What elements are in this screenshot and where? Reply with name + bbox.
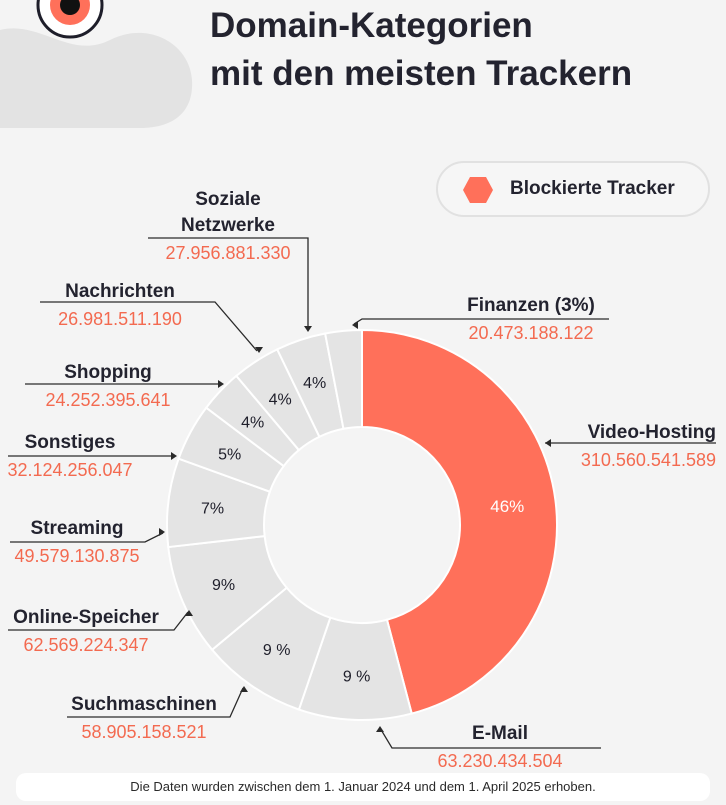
category-value: 58.905.158.521 (81, 722, 206, 742)
slice-label-video-hosting: Video-Hosting 310.560.541.589 (545, 422, 716, 470)
slice-label-sonstiges: Sonstiges 32.124.256.047 (7, 432, 177, 480)
slice-finanzen-3 (323, 328, 363, 430)
category-value: 310.560.541.589 (581, 450, 716, 470)
slice-percent-label: 5% (218, 446, 241, 463)
legend: Blockierte Tracker (436, 161, 710, 217)
arrow-head-icon (255, 347, 263, 353)
donut-chart: 46% Video-Hosting 310.560.541.589 9 % E-Mail… (7, 189, 716, 770)
slice-percent-label: 4% (269, 392, 292, 409)
slice-percent-label: 46% (490, 497, 524, 516)
category-name: Soziale (195, 189, 260, 210)
category-value: 62.569.224.347 (23, 635, 148, 655)
eye-cloud-illustration (0, 0, 193, 129)
slice-label-nachrichten: Nachrichten 26.981.511.190 (40, 281, 263, 353)
category-name: Shopping (64, 362, 152, 383)
arrow-head-icon (185, 610, 193, 616)
slice-label-shopping: Shopping 24.252.395.641 (25, 362, 224, 410)
title-line-1: Domain-Kategorien (210, 6, 533, 45)
leader-line (8, 611, 189, 631)
page-title: Domain-Kategorien mit den meisten Tracke… (210, 2, 632, 98)
arrow-head-icon (159, 528, 165, 536)
slice-percent-label: 7% (201, 500, 224, 517)
leader-line (67, 687, 244, 718)
slice-percent-label: 9% (212, 577, 235, 594)
slice-label-suchmaschinen: Suchmaschinen 58.905.158.521 (67, 686, 248, 742)
slice-percent-label: 9 % (263, 642, 291, 659)
slice-label-finanzen-3: Finanzen (3%) 20.473.188.122 (352, 295, 609, 343)
category-name: Suchmaschinen (71, 694, 217, 715)
category-name: Finanzen (3%) (467, 295, 595, 316)
arrow-head-icon (376, 726, 384, 732)
category-value: 49.579.130.875 (14, 546, 139, 566)
arrow-head-icon (304, 326, 312, 332)
category-value: 26.981.511.190 (58, 309, 182, 329)
legend-label: Blockierte Tracker (510, 178, 675, 199)
category-name: Streaming (31, 518, 124, 539)
category-name: Online-Speicher (13, 607, 159, 628)
title-line-2: mit den meisten Trackern (210, 54, 633, 93)
category-name: Video-Hosting (588, 422, 716, 443)
arrow-head-icon (171, 452, 177, 460)
slice-percent-label: 9 % (343, 668, 371, 685)
category-name: Sonstiges (25, 432, 116, 453)
arrow-head-icon (240, 686, 248, 692)
hexagon-icon (463, 177, 493, 203)
leader-line (40, 301, 258, 352)
slice-video-hosting (361, 328, 558, 715)
category-value: 20.473.188.122 (468, 323, 593, 343)
slice-label-soziale-netzwerke: Soziale Netzwerke 27.956.881.330 (148, 189, 312, 332)
category-value: 24.252.395.641 (45, 390, 170, 410)
slice-label-streaming: Streaming 49.579.130.875 (10, 518, 165, 566)
slice-percent-label: 4% (241, 415, 264, 432)
category-name: Netzwerke (181, 215, 275, 236)
slice-percent-label: 4% (303, 375, 326, 392)
footer-note: Die Daten wurden zwischen dem 1. Januar … (16, 773, 710, 801)
leader-line (379, 727, 601, 749)
arrow-head-icon (352, 321, 358, 329)
slice-label-online-speicher: Online-Speicher 62.569.224.347 (8, 607, 193, 655)
leader-line (148, 237, 309, 330)
category-name: E-Mail (472, 723, 528, 744)
category-value: 27.956.881.330 (165, 243, 290, 263)
category-value: 32.124.256.047 (7, 460, 132, 480)
arrow-head-icon (218, 380, 224, 388)
category-name: Nachrichten (65, 281, 175, 302)
category-value: 63.230.434.504 (437, 751, 562, 770)
arrow-head-icon (545, 439, 551, 447)
leader-line (10, 532, 164, 543)
slice-label-e-mail: E-Mail 63.230.434.504 (376, 723, 601, 770)
